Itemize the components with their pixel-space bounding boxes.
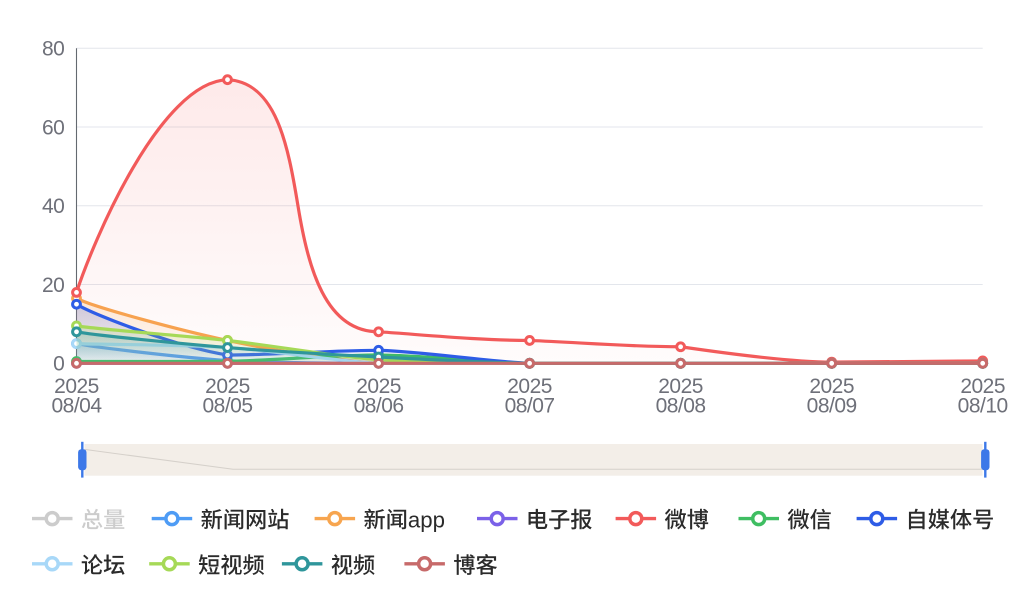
svg-text:40: 40 bbox=[42, 195, 64, 218]
svg-text:08/05: 08/05 bbox=[202, 394, 252, 417]
svg-text:20: 20 bbox=[42, 274, 64, 297]
svg-text:2025: 2025 bbox=[205, 375, 250, 398]
svg-text:app: app bbox=[408, 508, 445, 533]
svg-text:08/06: 08/06 bbox=[354, 394, 404, 417]
svg-text:2025: 2025 bbox=[356, 375, 401, 398]
svg-text:2025: 2025 bbox=[658, 375, 703, 398]
svg-text:0: 0 bbox=[53, 353, 64, 376]
svg-text:2025: 2025 bbox=[809, 375, 854, 398]
svg-text:08/08: 08/08 bbox=[656, 394, 706, 417]
svg-text:60: 60 bbox=[42, 116, 64, 139]
svg-text:80: 80 bbox=[42, 38, 64, 61]
svg-text:2025: 2025 bbox=[54, 375, 99, 398]
svg-text:08/09: 08/09 bbox=[807, 394, 857, 417]
svg-text:2025: 2025 bbox=[507, 375, 552, 398]
svg-text:08/10: 08/10 bbox=[958, 394, 1008, 417]
svg-text:08/04: 08/04 bbox=[51, 394, 102, 417]
svg-text:08/07: 08/07 bbox=[505, 394, 555, 417]
svg-text:2025: 2025 bbox=[960, 375, 1005, 398]
